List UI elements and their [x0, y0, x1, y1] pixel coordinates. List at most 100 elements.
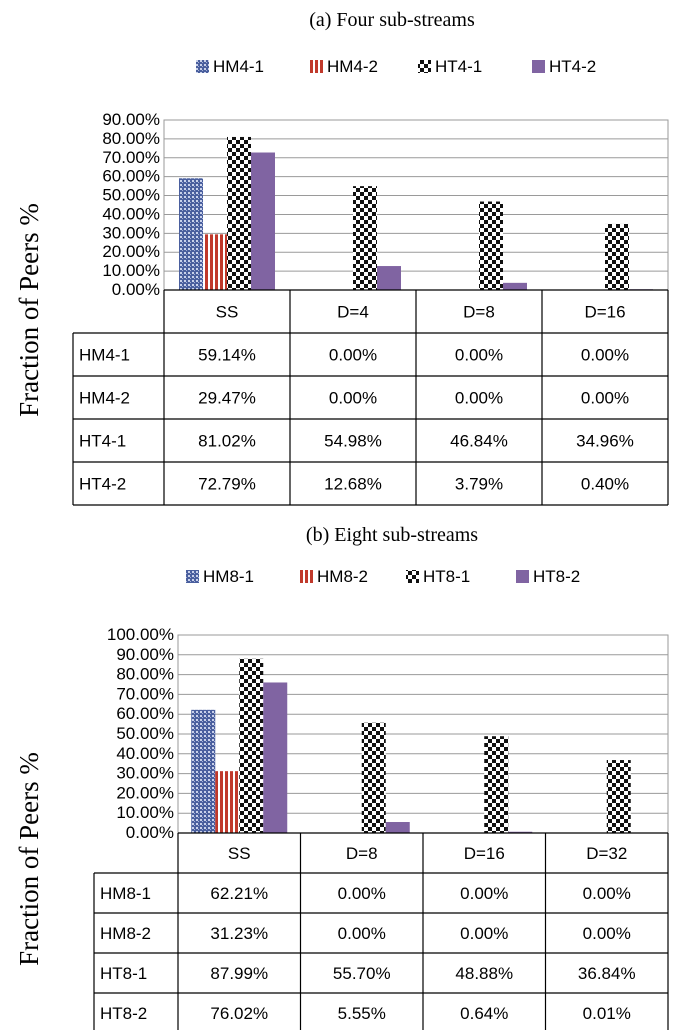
y-tick-label: 20.00%	[116, 783, 174, 802]
table-cell-ht4-2-d16: 0.40%	[581, 475, 629, 494]
y-tick-label: 100.00%	[107, 625, 174, 644]
table-cell-ht4-1-ss: 81.02%	[198, 432, 256, 451]
bar-ht4-2-ss	[251, 152, 275, 290]
y-tick-label: 70.00%	[102, 148, 160, 167]
legend-label-ht4-2: HT4-2	[549, 57, 596, 76]
bar-hm4-2-ss	[203, 234, 227, 290]
y-tick-label: 0.00%	[112, 280, 160, 299]
legend-item-ht8-1: HT8-1	[406, 567, 470, 586]
table-cell-ht4-1-d16: 34.96%	[576, 432, 634, 451]
table-cell-hm8-1-d32: 0.00%	[583, 884, 631, 903]
table-cell-ht8-1-d32: 36.84%	[578, 964, 636, 983]
y-tick-label: 60.00%	[116, 704, 174, 723]
legend: HM8-1 HM8-2 HT8-1 HT8-2	[186, 567, 580, 586]
table-cell-hm4-2-d8: 0.00%	[455, 389, 503, 408]
table-row-name-hm8-2: HM8-2	[100, 924, 151, 943]
chart-title: (a) Four sub-streams	[309, 9, 475, 31]
table-row-name-hm8-1: HM8-1	[100, 884, 151, 903]
legend-item-ht8-2: HT8-2	[516, 567, 580, 586]
table-header-d4: D=4	[337, 303, 369, 322]
bar-ht4-2-d4	[377, 266, 401, 290]
table-header-ss: SS	[228, 844, 251, 863]
legend-item-hm4-2: HM4-2	[310, 57, 378, 76]
bar-ht8-1-ss	[239, 658, 264, 833]
data-table: SS D=8 D=16 D=32 HM8-1 62.21% 0.00% 0.00% 0.00% H…	[93, 832, 669, 1030]
table-header-d8: D=8	[346, 844, 378, 863]
bar-ht4-1-d4	[353, 186, 377, 290]
legend-swatch-ht8-1	[406, 570, 419, 583]
table-header-ss: SS	[216, 303, 239, 322]
legend-label-hm8-1: HM8-1	[203, 567, 254, 586]
chart-panel-b: (b) Eight sub-streams HM8-1 HM8-2 HT8-1 HT8-…	[0, 515, 676, 1030]
y-tick-label: 40.00%	[102, 204, 160, 223]
table-cell-hm8-1-d8: 0.00%	[338, 884, 386, 903]
y-tick-label: 90.00%	[116, 645, 174, 664]
table-row-name-ht8-2: HT8-2	[100, 1004, 147, 1023]
y-tick-label: 10.00%	[116, 803, 174, 822]
table-cell-hm4-1-d4: 0.00%	[329, 346, 377, 365]
chart-b-svg: (b) Eight sub-streams HM8-1 HM8-2 HT8-1 HT8-…	[14, 524, 669, 1030]
bar-ht4-1-d16	[605, 223, 629, 290]
table-cell-ht8-2-d8: 5.55%	[338, 1004, 386, 1023]
table-row-name-ht8-1: HT8-1	[100, 964, 147, 983]
table-cell-hm4-1-ss: 59.14%	[198, 346, 256, 365]
bar-hm8-1-ss	[191, 709, 216, 833]
table-cell-ht8-1-d8: 55.70%	[333, 964, 391, 983]
y-tick-label: 0.00%	[126, 823, 174, 842]
bar-ht4-2-d8	[503, 282, 527, 290]
table-header-d16: D=16	[584, 303, 625, 322]
legend-swatch-hm8-2	[300, 570, 313, 583]
table-cell-hm8-2-d32: 0.00%	[583, 924, 631, 943]
bar-hm4-1-ss	[179, 178, 203, 290]
legend-label-hm4-1: HM4-1	[213, 57, 264, 76]
legend-swatch-ht4-1	[418, 60, 431, 73]
legend-item-hm4-1: HM4-1	[196, 57, 264, 76]
legend: HM4-1 HM4-2 HT4-1 HT4-2	[196, 57, 596, 76]
legend-item-ht4-1: HT4-1	[418, 57, 482, 76]
data-table: SS D=4 D=8 D=16 HM4-1 59.14% 0.00% 0.00% 0.00% HM…	[72, 289, 669, 506]
table-cell-ht4-2-ss: 72.79%	[198, 475, 256, 494]
y-axis-label: Fraction of Peers %	[14, 203, 44, 417]
table-header-d16: D=16	[464, 844, 505, 863]
table-cell-ht4-2-d4: 12.68%	[324, 475, 382, 494]
table-header-d8: D=8	[463, 303, 495, 322]
table-cell-ht8-2-d16: 0.64%	[460, 1004, 508, 1023]
y-tick-label: 70.00%	[116, 684, 174, 703]
y-tick-label: 90.00%	[102, 110, 160, 129]
legend-item-ht4-2: HT4-2	[532, 57, 596, 76]
table-cell-hm4-1-d8: 0.00%	[455, 346, 503, 365]
y-tick-label: 30.00%	[102, 223, 160, 242]
bar-ht8-2-ss	[263, 682, 288, 833]
y-tick-label: 80.00%	[102, 129, 160, 148]
legend-item-hm8-1: HM8-1	[186, 567, 254, 586]
table-row-name-hm4-2: HM4-2	[79, 389, 130, 408]
bar-ht4-1-ss	[227, 136, 251, 290]
y-tick-label: 50.00%	[116, 724, 174, 743]
legend-label-ht8-1: HT8-1	[423, 567, 470, 586]
y-axis-label: Fraction of Peers %	[14, 752, 44, 966]
y-tick-label: 60.00%	[102, 167, 160, 186]
bar-ht8-1-d16	[484, 736, 509, 833]
table-cell-hm4-2-d16: 0.00%	[581, 389, 629, 408]
bar-hm8-2-ss	[215, 771, 240, 833]
table-cell-hm8-2-d16: 0.00%	[460, 924, 508, 943]
table-cell-hm8-2-ss: 31.23%	[210, 924, 268, 943]
legend-label-ht4-1: HT4-1	[435, 57, 482, 76]
legend-swatch-hm4-1	[196, 60, 209, 73]
legend-swatch-ht8-2	[516, 570, 529, 583]
legend-swatch-hm8-1	[186, 570, 199, 583]
table-cell-ht8-1-d16: 48.88%	[455, 964, 513, 983]
chart-panel-a: (a) Four sub-streams HM4-1 HM4-2 HT4-1 HT4-2…	[0, 0, 676, 510]
table-row-name-ht4-1: HT4-1	[79, 432, 126, 451]
bar-ht4-1-d8	[479, 201, 503, 290]
chart-a-svg: (a) Four sub-streams HM4-1 HM4-2 HT4-1 HT4-2…	[14, 9, 669, 506]
table-cell-hm8-1-d16: 0.00%	[460, 884, 508, 903]
table-cell-hm4-2-d4: 0.00%	[329, 389, 377, 408]
y-tick-label: 50.00%	[102, 186, 160, 205]
table-cell-hm8-1-ss: 62.21%	[210, 884, 268, 903]
table-header-d32: D=32	[586, 844, 627, 863]
table-cell-hm8-2-d8: 0.00%	[338, 924, 386, 943]
table-cell-hm4-2-ss: 29.47%	[198, 389, 256, 408]
y-tick-label: 40.00%	[116, 744, 174, 763]
y-tick-label: 20.00%	[102, 242, 160, 261]
